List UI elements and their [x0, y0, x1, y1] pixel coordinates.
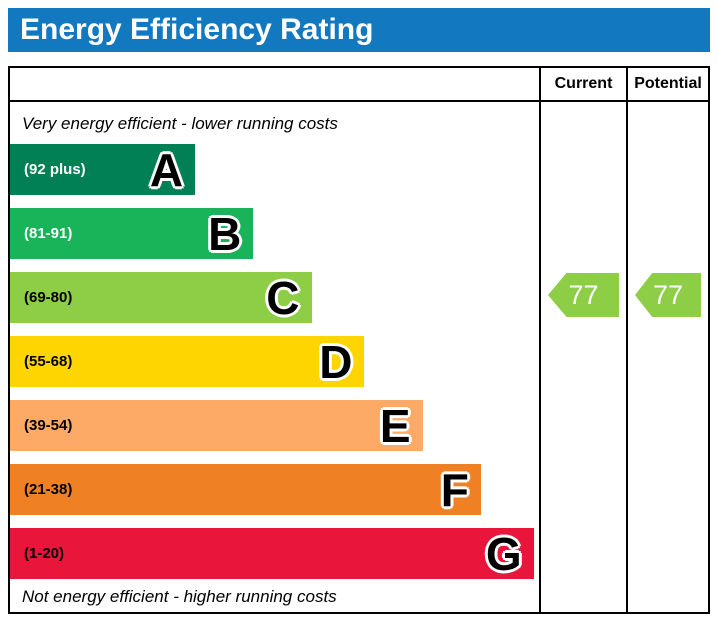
band-e: (39-54) E [10, 400, 423, 451]
band-b-range-label: (81-91) [24, 225, 73, 242]
header-spacer-cell [10, 68, 539, 102]
top-note: Very energy efficient - lower running co… [22, 114, 338, 133]
page-title: Energy Efficiency Rating [20, 13, 374, 46]
current-rating-value: 77 [568, 279, 599, 310]
current-rating-arrow: 77 [548, 273, 619, 317]
band-f-letter: F [440, 463, 469, 516]
band-a-range-label: (92 plus) [24, 161, 86, 178]
band-d-range-label: (55-68) [24, 353, 73, 370]
current-column-header: Current [539, 68, 626, 102]
band-b-letter: B [208, 207, 242, 260]
band-g: (1-20) G [10, 528, 534, 579]
rating-bands: (92 plus) A (81-91) B (69-80) C (55-68) … [10, 144, 539, 579]
band-e-letter: E [379, 399, 411, 452]
band-d: (55-68) D [10, 335, 365, 388]
potential-column-header: Potential [626, 68, 708, 102]
band-b: (81-91) B [10, 207, 254, 260]
band-c-letter: C [266, 271, 300, 324]
band-g-range-label: (1-20) [24, 545, 65, 562]
band-a-letter: A [149, 143, 184, 196]
band-a: (92 plus) A [10, 143, 196, 196]
potential-rating-value: 77 [652, 279, 684, 310]
potential-rating-arrow: 77 [635, 273, 701, 317]
band-d-letter: D [319, 335, 353, 388]
band-f: (21-38) F [10, 464, 481, 515]
band-c-range-label: (69-80) [24, 289, 73, 306]
bands-column: Very energy efficient - lower running co… [10, 102, 539, 612]
bottom-note: Not energy efficient - higher running co… [22, 587, 337, 606]
title-bar: Energy Efficiency Rating [8, 8, 710, 52]
band-e-range-label: (39-54) [24, 417, 73, 434]
band-g-letter: G [485, 527, 522, 580]
band-f-range-label: (21-38) [24, 481, 73, 498]
chart-grid: Current Potential Very energy efficient … [10, 68, 708, 612]
potential-value-column: 77 [626, 102, 708, 612]
energy-efficiency-chart: Current Potential Very energy efficient … [8, 66, 710, 614]
band-c: (69-80) C [10, 272, 312, 323]
current-value-column: 77 [539, 102, 626, 612]
